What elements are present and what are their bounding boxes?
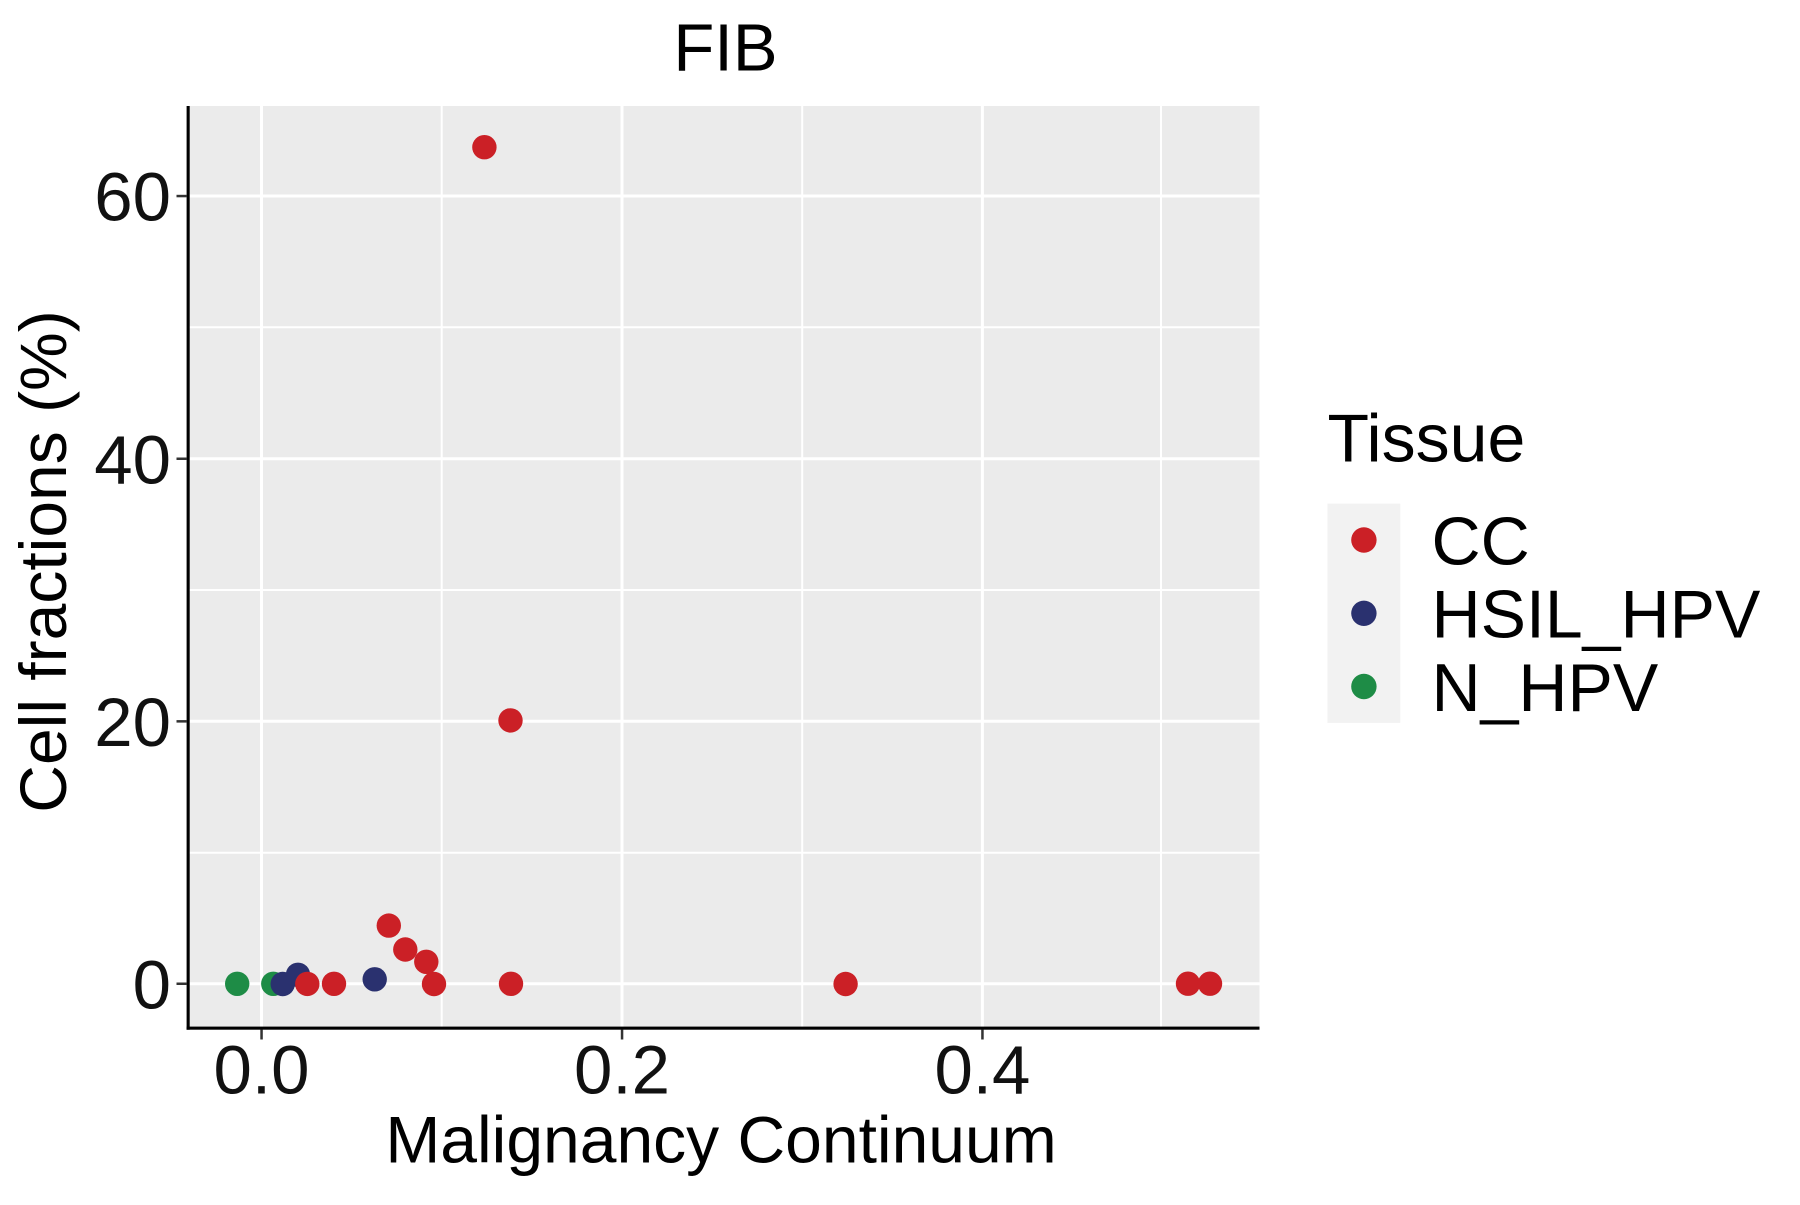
svg-text:0.0: 0.0 [214, 1032, 310, 1109]
svg-text:Tissue: Tissue [1328, 401, 1526, 477]
svg-text:HSIL_HPV: HSIL_HPV [1432, 577, 1761, 653]
svg-text:Malignancy Continuum: Malignancy Continuum [385, 1103, 1056, 1177]
svg-text:60: 60 [94, 159, 171, 236]
svg-text:0.2: 0.2 [574, 1032, 670, 1109]
svg-text:20: 20 [94, 684, 171, 761]
svg-text:FIB: FIB [673, 11, 777, 86]
svg-text:N_HPV: N_HPV [1432, 650, 1659, 726]
svg-text:CC: CC [1432, 503, 1530, 579]
svg-text:40: 40 [94, 421, 171, 498]
svg-text:0: 0 [133, 947, 171, 1024]
svg-text:Cell fractions (%): Cell fractions (%) [6, 310, 80, 812]
svg-text:0.4: 0.4 [934, 1032, 1030, 1109]
